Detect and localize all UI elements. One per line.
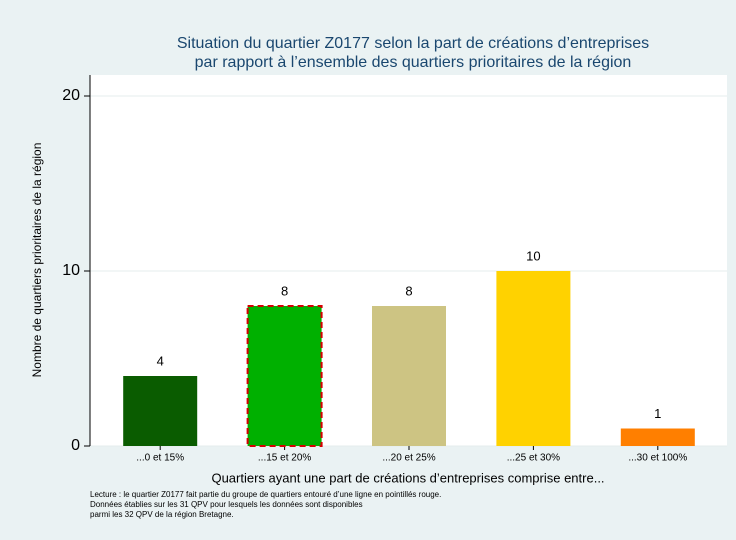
note: parmi les 32 QPV de la région Bretagne. [90, 510, 234, 519]
value-label: 4 [157, 353, 164, 368]
x-tick-label: ...30 et 100% [628, 453, 687, 464]
bar [246, 305, 323, 447]
x-tick-label: ...20 et 25% [382, 453, 435, 464]
y-tick-label: 20 [62, 87, 80, 104]
chart-title: par rapport à l’ensemble des quartiers p… [195, 54, 632, 71]
value-label: 10 [526, 248, 540, 263]
bar [620, 428, 695, 446]
bar [496, 271, 571, 446]
x-tick-label: ...25 et 30% [507, 453, 560, 464]
bar [123, 376, 198, 446]
x-tick-label: ...0 et 15% [136, 453, 184, 464]
value-label: 8 [405, 283, 412, 298]
chart-title: Situation du quartier Z0177 selon la par… [177, 35, 649, 52]
y-tick-label: 10 [62, 262, 80, 279]
note: Lecture : le quartier Z0177 fait partie … [90, 490, 441, 499]
value-label: 1 [654, 406, 661, 421]
note: Données établies sur les 31 QPV pour les… [90, 500, 363, 509]
value-label: 8 [281, 283, 288, 298]
x-axis-label: Quartiers ayant une part de créations d’… [211, 470, 604, 485]
x-tick-label: ...15 et 20% [258, 453, 311, 464]
y-axis-label: Nombre de quartiers prioritaires de la r… [30, 143, 44, 378]
bar [372, 306, 446, 446]
y-tick-label: 0 [71, 437, 80, 454]
